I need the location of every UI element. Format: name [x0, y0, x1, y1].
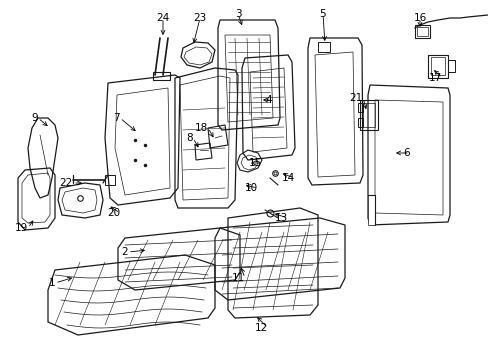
Text: 10: 10 — [244, 183, 258, 193]
Text: 8: 8 — [186, 133, 193, 143]
Text: 15: 15 — [248, 158, 262, 168]
Text: 14: 14 — [281, 173, 294, 183]
Text: 1: 1 — [48, 278, 55, 288]
Text: 18: 18 — [194, 123, 207, 133]
Text: 22: 22 — [60, 178, 73, 188]
Text: 17: 17 — [428, 73, 441, 83]
Text: 21: 21 — [349, 93, 362, 103]
Text: 19: 19 — [15, 223, 28, 233]
Text: 11: 11 — [231, 273, 244, 283]
Polygon shape — [367, 195, 374, 225]
Text: 2: 2 — [121, 247, 128, 257]
Text: 24: 24 — [156, 13, 169, 23]
Text: 16: 16 — [412, 13, 426, 23]
Text: 12: 12 — [254, 323, 267, 333]
Text: 3: 3 — [234, 9, 241, 19]
Text: 23: 23 — [193, 13, 206, 23]
Text: 5: 5 — [319, 9, 325, 19]
Text: 13: 13 — [274, 213, 287, 223]
Text: 9: 9 — [31, 113, 38, 123]
Text: 20: 20 — [107, 208, 120, 218]
Text: 6: 6 — [403, 148, 409, 158]
Text: 4: 4 — [265, 95, 271, 105]
Text: 7: 7 — [113, 113, 120, 123]
